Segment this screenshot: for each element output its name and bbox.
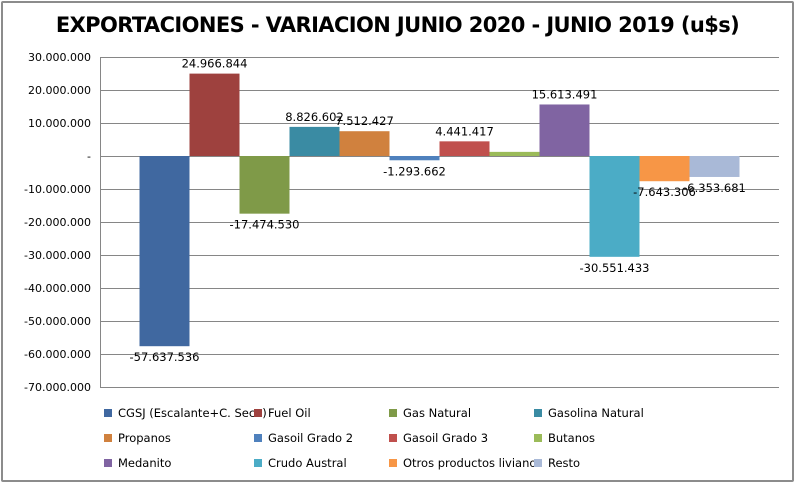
bar-gasoil-grado-2: [389, 156, 440, 161]
legend-swatch: [534, 409, 542, 417]
data-label: -57.637.536: [130, 350, 200, 364]
data-label: 24.966.844: [182, 57, 248, 71]
legend-item: Medanito: [104, 455, 254, 471]
legend-swatch: [104, 409, 112, 417]
legend-item: Propanos: [104, 430, 254, 446]
data-label: -17.474.530: [230, 218, 300, 232]
y-tick-label: -30.000.000: [24, 249, 91, 262]
legend-item: Crudo Austral: [254, 455, 389, 471]
y-tick-label: -20.000.000: [24, 216, 91, 229]
y-tick-label: -10.000.000: [24, 183, 91, 196]
legend-item: Gasoil Grado 2: [254, 430, 389, 446]
y-tick-label: 20.000.000: [28, 84, 91, 97]
legend-swatch: [254, 409, 262, 417]
bar-propanos: [339, 131, 390, 156]
legend-label: Medanito: [118, 456, 172, 470]
y-tick-label: -: [87, 150, 91, 163]
data-label: -7.643.306: [633, 185, 696, 199]
bar-gasoil-grado-3: [439, 141, 490, 156]
legend-label: Gasoil Grado 2: [268, 431, 354, 445]
bar-crudo-austral: [589, 156, 640, 257]
bar-gas-natural: [239, 156, 290, 214]
y-tick-label: 30.000.000: [28, 51, 91, 64]
bar-resto: [689, 156, 740, 177]
legend-item: Gasoil Grado 3: [389, 430, 534, 446]
legend-label: CGSJ (Escalante+C. Seco): [118, 406, 267, 420]
legend-label: Gasoil Grado 3: [403, 431, 489, 445]
legend-item: Gas Natural: [389, 405, 534, 421]
legend-label: Otros productos livianos: [403, 456, 543, 470]
legend-swatch: [534, 434, 542, 442]
data-label: 4.441.417: [435, 124, 494, 138]
legend-item: Gasolina Natural: [534, 405, 669, 421]
y-tick-label: -60.000.000: [24, 348, 91, 361]
data-label: -1.293.662: [383, 164, 446, 178]
data-label: -6.353.681: [683, 181, 746, 195]
legend-label: Gas Natural: [403, 406, 472, 420]
data-label: -30.551.433: [580, 261, 650, 275]
y-tick-label: -40.000.000: [24, 282, 91, 295]
legend-swatch: [389, 409, 397, 417]
legend-item: Fuel Oil: [254, 405, 389, 421]
bar-cgsj-escalante-c-seco-: [139, 156, 190, 347]
legend-swatch: [104, 434, 112, 442]
legend-item: Otros productos livianos: [389, 455, 542, 471]
legend-label: Crudo Austral: [268, 456, 347, 470]
legend-swatch: [389, 434, 397, 442]
legend-swatch: [104, 459, 112, 467]
legend-label: Propanos: [118, 431, 171, 445]
y-tick-label: -70.000.000: [24, 381, 91, 394]
bar-butanos: [489, 151, 540, 156]
legend-label: Butanos: [548, 431, 596, 445]
legend-label: Gasolina Natural: [548, 406, 644, 420]
chart-legend: CGSJ (Escalante+C. Seco) Fuel Oil Gas Natu…: [104, 405, 664, 471]
data-label: 8.826.602: [285, 110, 344, 124]
legend-swatch: [534, 459, 542, 467]
legend-swatch: [254, 434, 262, 442]
legend-label: Resto: [548, 456, 581, 470]
chart-title: EXPORTACIONES - VARIACION JUNIO 2020 - J…: [55, 13, 740, 37]
bar-otros-productos-livianos: [639, 156, 690, 182]
legend-item: CGSJ (Escalante+C. Seco): [104, 405, 267, 421]
legend-item: Resto: [534, 455, 669, 471]
legend-item: Butanos: [534, 430, 669, 446]
y-tick-label: 10.000.000: [28, 117, 91, 130]
bar-medanito: [539, 104, 590, 156]
legend-swatch: [389, 459, 397, 467]
legend-swatch: [254, 459, 262, 467]
y-tick-label: -50.000.000: [24, 315, 91, 328]
legend-label: Fuel Oil: [268, 406, 311, 420]
bar-gasolina-natural: [289, 126, 340, 156]
data-label: 15.613.491: [532, 87, 598, 101]
data-label: 7.512.427: [335, 114, 394, 128]
bar-fuel-oil: [189, 73, 240, 156]
